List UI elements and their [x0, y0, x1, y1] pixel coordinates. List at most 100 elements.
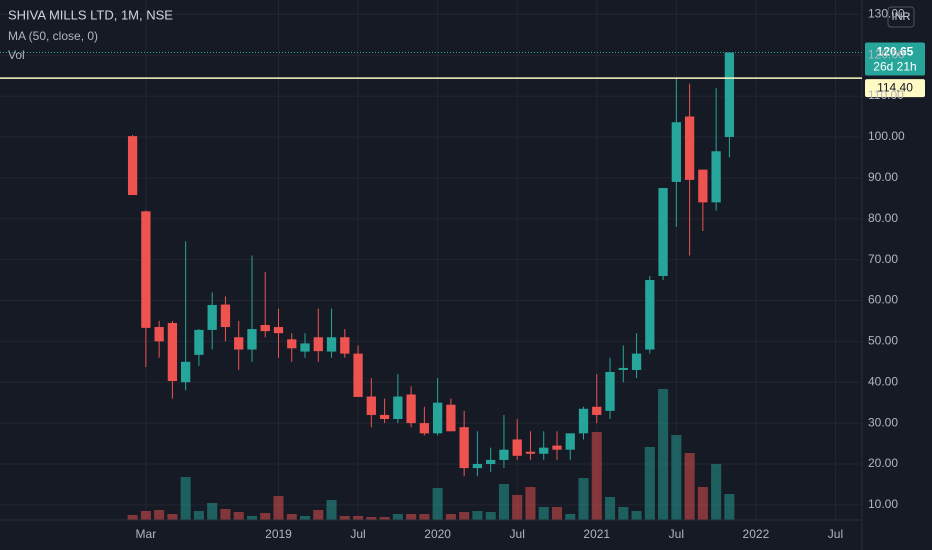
candle-body	[247, 329, 257, 350]
volume-bar	[353, 516, 364, 520]
volume-bar	[724, 494, 735, 520]
volume-bar	[392, 514, 403, 520]
volume-bar	[140, 511, 151, 520]
y-tick-label: 110.00	[868, 88, 904, 102]
volume-bar	[180, 477, 191, 520]
volume-bar	[445, 514, 456, 520]
indicator-label: Vol	[8, 48, 25, 62]
volume-bar	[525, 487, 536, 520]
volume-bar	[233, 512, 244, 520]
volume-bar	[193, 511, 204, 520]
y-tick-label: 40.00	[868, 374, 898, 388]
volume-bar	[406, 514, 417, 520]
volume-bar	[220, 509, 231, 520]
candle-body	[326, 337, 337, 352]
candle-body	[512, 439, 522, 456]
horizontal-line-label: 114.40	[877, 80, 913, 94]
candle-body	[220, 304, 231, 328]
volume-bar	[618, 507, 629, 520]
candle-body	[234, 337, 244, 350]
candle-body	[260, 325, 270, 332]
volume-bar	[591, 432, 602, 520]
volume-bar	[551, 507, 563, 520]
y-tick-label: 90.00	[868, 170, 898, 184]
volume-bar	[167, 514, 178, 520]
x-tick-label: Jul	[350, 527, 365, 541]
volume-bar	[684, 453, 695, 520]
candle-body	[592, 406, 602, 415]
y-tick-label: 60.00	[868, 293, 898, 307]
volume-bar	[286, 514, 297, 520]
horizontal-line-label-box	[865, 79, 925, 98]
candle-body	[287, 339, 297, 349]
candle-body	[340, 337, 350, 354]
candle-body	[419, 423, 430, 434]
candle-body	[658, 188, 668, 276]
volume-bar	[273, 496, 284, 520]
candle-body	[406, 394, 416, 424]
volume-bar	[472, 511, 483, 520]
candle-body	[499, 449, 509, 460]
candle-body	[578, 408, 589, 434]
y-tick-label: 120.00	[868, 47, 905, 61]
x-tick-label: 2019	[265, 527, 292, 541]
x-tick-label: 2020	[424, 527, 451, 541]
candle-body	[446, 404, 456, 432]
candle-body	[645, 280, 655, 350]
volume-bar	[711, 464, 722, 520]
candle-body	[154, 327, 164, 342]
y-tick-label: 100.00	[868, 129, 905, 143]
volume-bar	[485, 512, 496, 520]
volume-bar	[313, 510, 324, 520]
candle-body	[194, 329, 204, 355]
volume-bar	[326, 500, 337, 520]
y-tick-label: 130.00	[868, 6, 905, 20]
volume-bar	[644, 447, 655, 520]
candle-body	[671, 122, 681, 182]
candle-body	[711, 151, 721, 203]
y-tick-label: 80.00	[868, 211, 898, 225]
volume-bar	[538, 507, 549, 520]
x-tick-label: Jul	[510, 527, 525, 541]
candle-body	[353, 353, 363, 397]
volume-bar	[207, 503, 218, 520]
x-tick-label: Jul	[828, 527, 843, 541]
volume-bar	[154, 510, 165, 520]
candle-body	[565, 433, 575, 450]
volume-bar	[419, 514, 430, 520]
candle-body	[393, 396, 403, 420]
x-tick-label: Mar	[136, 527, 157, 541]
candle-body	[698, 169, 708, 203]
volume-bar	[604, 497, 616, 520]
y-tick-label: 70.00	[868, 252, 898, 266]
candle-body	[141, 211, 151, 328]
candle-body	[379, 414, 390, 420]
y-tick-label: 20.00	[868, 456, 898, 470]
candle-body	[724, 52, 735, 137]
volume-bar	[658, 389, 669, 520]
candle-body	[525, 451, 536, 454]
candle-body	[273, 327, 284, 334]
candle-body	[486, 459, 496, 464]
volume-bar	[432, 488, 443, 520]
candle-body	[459, 427, 469, 469]
volume-bar	[339, 516, 350, 520]
volume-bar	[366, 517, 377, 520]
candle-body	[127, 136, 138, 195]
y-tick-label: 30.00	[868, 415, 898, 429]
y-tick-label: 10.00	[868, 497, 898, 511]
candle-body	[552, 445, 562, 450]
volume-bar	[127, 515, 138, 520]
volume-bar	[260, 513, 271, 520]
chart-title: SHIVA MILLS LTD, 1M, NSE	[8, 7, 173, 22]
candle-body	[684, 116, 695, 180]
volume-bar	[498, 484, 509, 520]
candle-body	[539, 447, 549, 454]
volume-bar	[697, 487, 708, 520]
candle-body	[631, 353, 642, 370]
volume-bar	[246, 516, 258, 520]
last-price-label: 120.65	[877, 45, 914, 59]
y-tick-label: 50.00	[868, 334, 898, 348]
candle-body	[618, 367, 628, 370]
